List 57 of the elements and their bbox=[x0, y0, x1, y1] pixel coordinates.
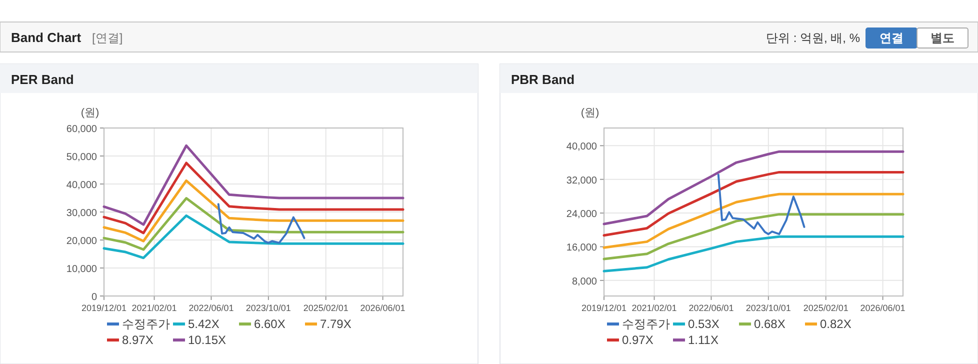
text: 별도 bbox=[930, 31, 954, 45]
x-tick-label: 2023/10/01 bbox=[746, 303, 791, 313]
text: 단위 : 억원, 배, % bbox=[766, 31, 860, 45]
y-tick-label: 0 bbox=[91, 292, 98, 303]
y-tick-label: 8,000 bbox=[572, 276, 598, 288]
line-series bbox=[602, 213, 904, 260]
y-tick-label: 20,000 bbox=[66, 236, 98, 247]
x-tick-label: 2026/06/01 bbox=[860, 303, 906, 313]
chart-title: PER Band bbox=[11, 72, 74, 87]
y-tick-label: 10,000 bbox=[66, 264, 98, 275]
legend-label: 수정주가 bbox=[122, 317, 170, 331]
text: 연결 bbox=[880, 31, 904, 45]
legend-label: 0.53X bbox=[688, 317, 720, 331]
legend-label: 0.82X bbox=[820, 317, 852, 331]
y-tick-label: 60,000 bbox=[66, 124, 98, 135]
x-tick-label: 2022/06/01 bbox=[188, 303, 234, 313]
legend-label: 7.79X bbox=[320, 317, 352, 331]
y-tick-label: 30,000 bbox=[66, 208, 98, 219]
line-series bbox=[102, 162, 404, 234]
x-tick-label: 2025/02/01 bbox=[803, 303, 848, 313]
y-tick-label: 24,000 bbox=[566, 209, 598, 220]
y-tick-label: 32,000 bbox=[566, 175, 598, 186]
y-tick-label: 40,000 bbox=[566, 142, 598, 153]
x-tick-label: 2019/12/01 bbox=[81, 303, 127, 313]
x-tick-label: 2025/02/01 bbox=[303, 303, 348, 313]
line-series bbox=[602, 192, 904, 249]
line-series bbox=[102, 179, 404, 242]
legend-label: 5.42X bbox=[188, 317, 220, 331]
y-axis-title: (원) bbox=[580, 107, 600, 119]
x-tick-label: 2021/02/01 bbox=[132, 303, 177, 313]
line-series bbox=[602, 235, 904, 272]
y-tick-label: 50,000 bbox=[66, 152, 98, 163]
line-series bbox=[602, 170, 904, 237]
legend-label: 6.60X bbox=[254, 317, 286, 331]
x-tick-label: 2019/12/01 bbox=[581, 303, 627, 313]
x-tick-label: 2026/06/01 bbox=[360, 303, 406, 313]
text: Band Chart bbox=[11, 30, 82, 45]
line-series bbox=[217, 203, 306, 244]
legend-label: 0.68X bbox=[754, 317, 786, 331]
line-series bbox=[102, 144, 404, 226]
y-tick-label: 40,000 bbox=[66, 180, 98, 191]
y-axis-title: (원) bbox=[80, 107, 100, 119]
legend-label: 8.97X bbox=[122, 333, 154, 347]
x-tick-label: 2021/02/01 bbox=[632, 303, 677, 313]
x-tick-label: 2023/10/01 bbox=[246, 303, 291, 313]
line-series bbox=[717, 174, 806, 236]
line-series bbox=[102, 197, 404, 251]
legend-label: 10.15X bbox=[188, 333, 226, 347]
legend-label: 1.11X bbox=[688, 333, 718, 347]
chart-title: PBR Band bbox=[511, 72, 575, 87]
line-series bbox=[102, 214, 404, 260]
line-series bbox=[602, 150, 904, 226]
x-tick-label: 2022/06/01 bbox=[688, 303, 734, 313]
legend-label: 0.97X bbox=[622, 333, 654, 347]
legend-label: 수정주가 bbox=[622, 317, 670, 331]
text: [연결] bbox=[92, 31, 123, 45]
y-tick-label: 16,000 bbox=[566, 242, 598, 254]
